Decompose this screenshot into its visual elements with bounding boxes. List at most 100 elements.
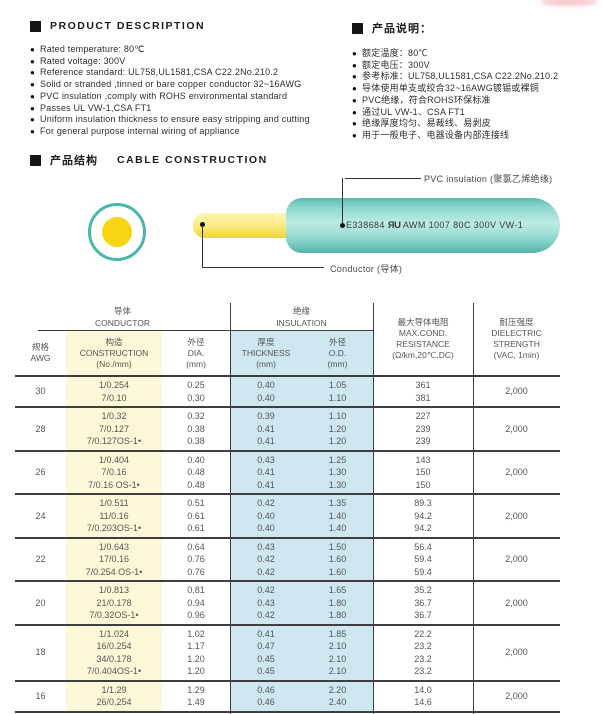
cell-value: 1.29 [187,684,205,695]
col-label: THICKNESS [241,347,291,358]
insulation-column-highlight [230,331,373,375]
cell-value: 0.42 [257,554,275,564]
cell-dia: 0.64 0.76 0.76 [162,539,230,581]
pvc-insulation-label: PVC insulation (聚氯乙烯绝缘) [424,174,553,184]
cell-value: 1.80 [328,597,347,608]
cell-value: 20 [35,597,46,608]
bullet-icon: ● [30,115,36,125]
cell-construction: 1/0.32 7/0.127 7/0.127OS-1• [66,408,162,450]
bullet-text: Rated voltage: 300V [40,55,126,66]
cell-value: 56.4 [414,541,432,552]
bullet-text: 通过UL VW-1、CSA FT1 [362,106,465,117]
cell-value: 0.42 [257,498,275,508]
cell-od: 1.35 1.40 1.40 [302,495,373,537]
col-header-thickness: 厚度 THICKNESS (mm) [230,331,302,375]
cell-value: 2,000 [505,467,528,477]
cell-construction: 1/0.511 11/0.16 7/0.203OS-1• [66,495,162,537]
cell-dia: 0.25 0.30 [162,377,230,406]
bullet-icon: ● [352,95,358,105]
cell-dia: 1.29 1.49 [162,682,230,711]
bullet-icon: ● [30,56,36,66]
cell-value: 0.64 [187,541,205,552]
table-row-awg-28: 28 1/0.32 7/0.127 7/0.127OS-1• 0.32 0.38 0.38 0… [15,408,560,452]
cell-value: 1.60 [328,554,347,564]
cell-value: 0.25 [187,380,205,390]
ul-recognized-mark-icon: ЯU [387,220,401,231]
cell-value: 0.41 [257,467,275,477]
bullet-icon: ● [352,130,358,140]
bullet-item: ● Uniform insulation thickness to ensure … [30,115,348,125]
cell-value: 1/1.024 [98,628,130,639]
cell-value: 1.40 [328,523,347,533]
section-title-text: 产品说明： [372,23,432,35]
group-header-en: INSULATION [276,318,327,328]
cell-value: 2.10 [328,641,347,651]
cell-resistance: 35.2 36.7 36.7 [373,582,473,624]
cell-resistance: 361 381 [373,377,473,406]
cell-construction: 1/0.813 21/0.178 7/0.32OS-1• [66,582,162,624]
col-label: AWG [30,353,51,363]
cell-value: 0.41 [257,436,275,446]
bullet-icon: ● [30,126,36,136]
cell-dielectric: 2,000 [473,495,560,537]
cell-awg: 24 [15,495,66,537]
col-header-resistance: 最大导体电阻 MAX.COND. RESISTANCE (Ω/km,20℃,DC… [373,303,473,375]
ul-file-number: E338684 [346,220,385,230]
bullet-item: ● 导体使用单支或绞合32~16AWG镀锡或裸铜 [352,83,602,93]
cell-value: 1.20 [187,653,205,664]
col-label: O.D. [328,347,347,358]
col-unit: (mm) [327,358,348,369]
col-label: 外径 [328,336,346,347]
cell-value: 2,000 [505,386,528,397]
cell-value: 1.02 [187,628,205,639]
cell-value: 14.0 [414,684,432,695]
cell-value: 1.65 [328,585,347,595]
cell-dia: 0.32 0.38 0.38 [162,408,230,450]
col-unit: (VAC, 1min) [493,350,540,360]
col-header-dielectric: 耐压强度 DIELECTRIC STRENGTH (VAC, 1min) [473,303,560,375]
cell-value: 7/0.16 [101,467,127,477]
column-header-row: 规格 AWG 构造 CONSTRUCTION (No./mm) 外径 DIA. … [15,331,373,375]
cell-value: 143 [415,454,431,465]
square-bullet-icon [352,22,363,34]
cell-thickness: 0.46 0.46 [230,681,302,711]
bullet-item: ● 额定温度：80℃ [352,48,602,58]
cell-value: 0.39 [257,411,275,421]
bullet-icon: ● [30,103,36,113]
bullet-icon: ● [352,72,358,82]
cell-value: 11/0.16 [99,510,129,521]
cell-value: 94.2 [414,523,432,533]
cell-value: 1.80 [328,610,347,620]
bullet-item: ● 通过UL VW-1、CSA FT1 [352,106,602,117]
cell-construction: 1/0.643 17/0.16 7/0.254 OS-1• [66,538,162,580]
cell-construction: 1/1.29 26/0.254 [66,681,162,711]
cell-value: 0.40 [187,454,205,465]
cell-thickness: 0.43 0.41 0.41 [230,451,302,493]
cell-value: 1/0.813 [98,585,130,595]
cell-thickness: 0.40 0.40 [230,377,302,406]
cell-dielectric: 2,000 [473,408,560,450]
cell-value: 0.42 [257,585,275,595]
cell-resistance: 14.0 14.6 [373,682,473,711]
cell-value: 16/0.254 [96,641,132,651]
bullet-item: ● Rated temperature: 80℃ [30,44,348,54]
cell-value: 59.4 [414,566,432,577]
cell-value: 0.46 [257,697,275,707]
cell-resistance: 89.3 94.2 94.2 [373,495,473,537]
cell-value: 227 [415,411,431,421]
bullet-text: Reference standard: UL758,UL1581,CSA C22… [40,67,279,78]
square-bullet-icon [30,154,41,166]
cell-value: 0.94 [187,597,205,608]
cell-value: 1.20 [187,666,205,676]
col-label: 耐压强度 [499,317,534,327]
cell-value: 1.30 [328,467,347,477]
group-header-cn: 导体 [113,306,131,316]
bullet-text: 额定温度：80℃ [362,48,428,58]
bullet-text: 参考标准：UL758,UL1581,CSA C22.2No.210.2 [362,71,559,82]
bullet-item: ● Rated voltage: 300V [30,55,348,66]
cell-value: 7/0.127 [98,423,130,434]
cell-value: 2.10 [328,666,347,676]
partial-logo-artifact [540,0,598,6]
cell-value: 1.85 [328,628,347,639]
bullet-item: ● 参考标准：UL758,UL1581,CSA C22.2No.210.2 [352,71,602,82]
